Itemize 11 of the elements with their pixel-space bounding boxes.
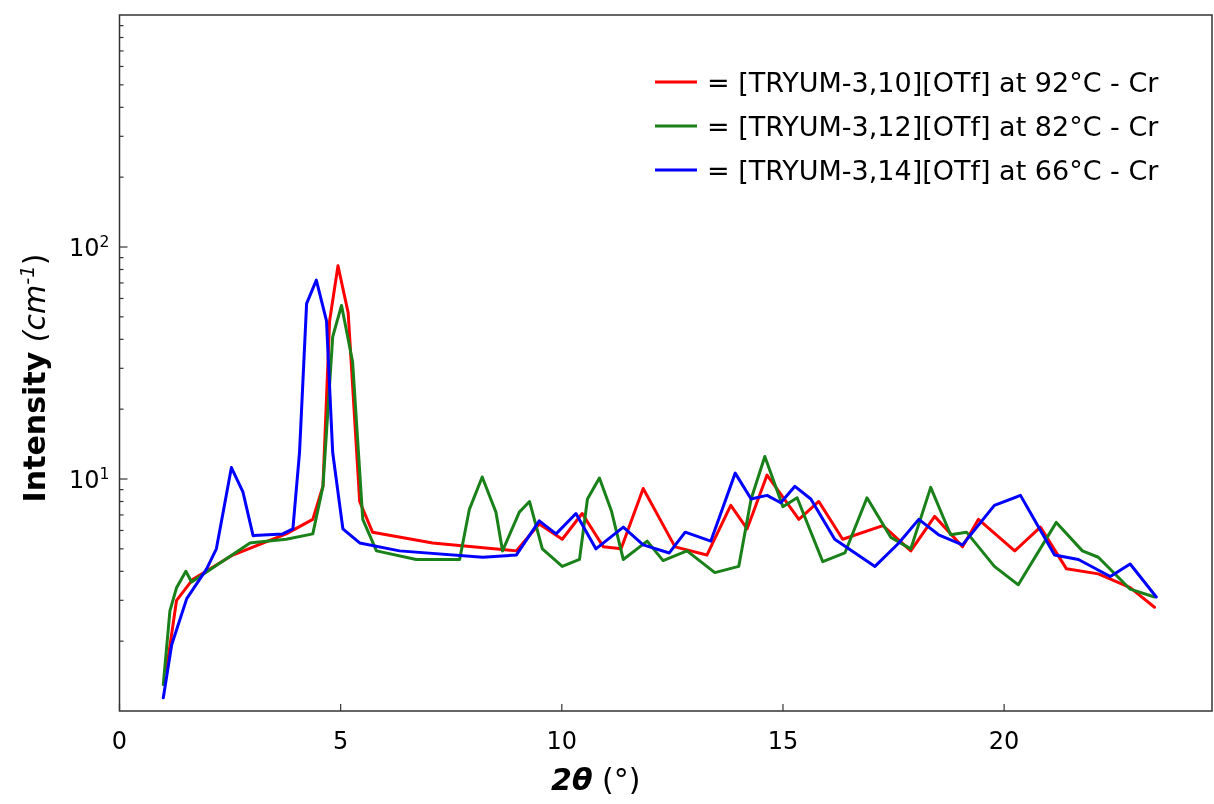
y-tick-label: 10$^{2}$ bbox=[69, 233, 110, 262]
x-tick-label: 20 bbox=[988, 727, 1020, 755]
legend-label: = [TRYUM-3,14][OTf] at 66°C - Cr bbox=[707, 155, 1160, 186]
x-tick-label: 10 bbox=[546, 727, 578, 755]
x-tick-label: 15 bbox=[767, 727, 799, 755]
legend-label: = [TRYUM-3,10][OTf] at 92°C - Cr bbox=[707, 67, 1160, 98]
legend-label: = [TRYUM-3,12][OTf] at 82°C - Cr bbox=[707, 111, 1160, 142]
x-tick-label: 5 bbox=[333, 727, 349, 755]
x-tick-label: 0 bbox=[111, 727, 128, 755]
x-axis-title: 2θ (°) bbox=[551, 762, 641, 797]
y-tick-label: 10$^{1}$ bbox=[69, 465, 110, 494]
